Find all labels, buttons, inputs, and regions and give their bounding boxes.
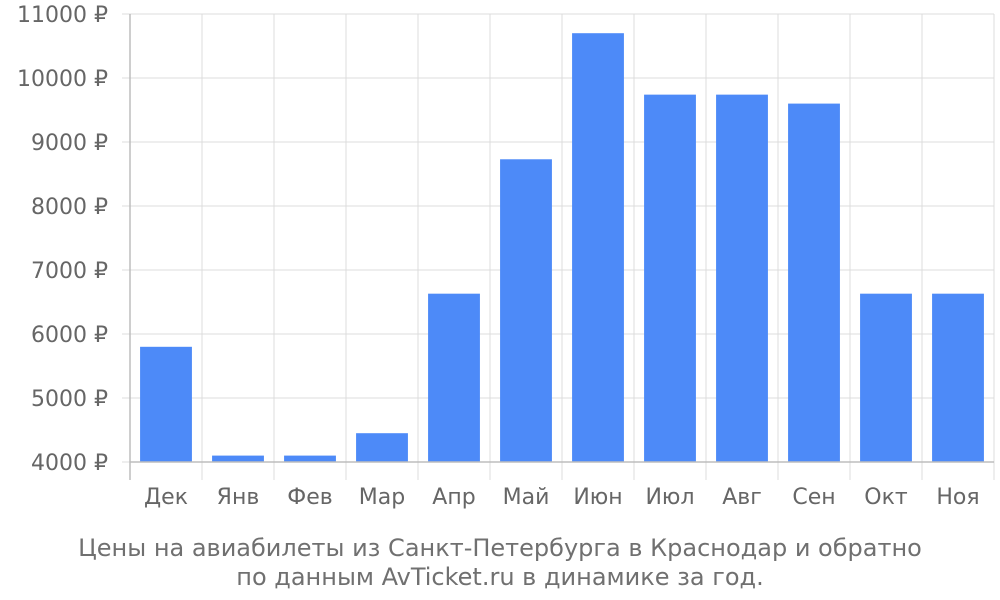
bar: [644, 94, 696, 462]
bars: [140, 33, 984, 462]
x-tick-label: Ноя: [936, 485, 979, 510]
y-tick-label: 7000 ₽: [31, 259, 108, 284]
x-tick-label: Сен: [792, 485, 835, 510]
chart-caption-line-2: по данным AvTicket.ru в динамике за год.: [236, 563, 764, 591]
x-tick-label: Окт: [864, 485, 908, 510]
chart-caption-line-1: Цены на авиабилеты из Санкт-Петербурга в…: [78, 534, 922, 562]
bar: [356, 433, 408, 462]
bar: [716, 94, 768, 462]
bar: [932, 293, 984, 462]
bar: [788, 103, 840, 462]
x-tick-label: Июн: [573, 485, 622, 510]
x-tick-label: Фев: [287, 485, 332, 510]
grid-lines: [122, 13, 995, 480]
y-tick-label: 6000 ₽: [31, 323, 108, 348]
bar: [500, 159, 552, 462]
y-tick-label: 10000 ₽: [17, 67, 108, 92]
y-tick-label: 9000 ₽: [31, 131, 108, 156]
axes: [129, 14, 994, 480]
y-tick-label: 5000 ₽: [31, 387, 108, 412]
y-tick-label: 4000 ₽: [31, 451, 108, 476]
bar: [860, 293, 912, 462]
x-axis-tick-labels: Дек Янв Фев Мар Апр Май Июн Июл Авг Сен Окт Ноя: [144, 485, 980, 510]
bar: [212, 455, 264, 462]
y-tick-label: 8000 ₽: [31, 195, 108, 220]
bar: [140, 346, 192, 462]
x-tick-label: Май: [503, 485, 550, 510]
bar: [284, 455, 336, 462]
price-bar-chart: 4000 ₽ 5000 ₽ 6000 ₽ 7000 ₽ 8000 ₽ 9000 ₽ 1000…: [17, 3, 995, 510]
x-tick-label: Мар: [359, 485, 405, 510]
x-tick-label: Авг: [722, 485, 762, 510]
x-tick-label: Июл: [645, 485, 694, 510]
x-tick-label: Апр: [432, 485, 475, 510]
x-tick-label: Дек: [144, 485, 188, 510]
y-axis-tick-labels: 4000 ₽ 5000 ₽ 6000 ₽ 7000 ₽ 8000 ₽ 9000 ₽ 1000…: [17, 3, 108, 476]
bar: [572, 33, 624, 462]
y-tick-label: 11000 ₽: [17, 3, 108, 28]
x-tick-label: Янв: [217, 485, 260, 510]
bar: [428, 293, 480, 462]
